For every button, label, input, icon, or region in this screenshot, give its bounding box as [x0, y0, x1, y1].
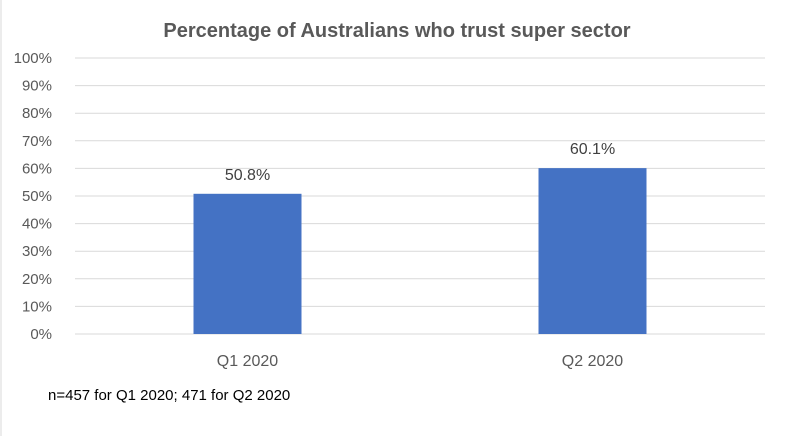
y-tick-label: 100% — [14, 50, 52, 67]
chart-background — [0, 0, 794, 436]
data-label: 60.1% — [570, 141, 615, 158]
y-tick-label: 20% — [22, 271, 52, 288]
y-tick-label: 60% — [22, 160, 52, 177]
y-tick-label: 90% — [22, 78, 52, 95]
y-tick-label: 10% — [22, 298, 52, 315]
sample-size-footnote: n=457 for Q1 2020; 471 for Q2 2020 — [48, 387, 290, 404]
y-tick-label: 0% — [30, 326, 52, 343]
chart-container: Percentage of Australians who trust supe… — [0, 0, 794, 436]
y-tick-label: 40% — [22, 216, 52, 233]
y-tick-label: 80% — [22, 105, 52, 122]
bar — [194, 194, 302, 334]
bar-chart: Percentage of Australians who trust supe… — [0, 0, 794, 436]
y-tick-label: 70% — [22, 133, 52, 150]
x-category-label: Q1 2020 — [217, 353, 278, 370]
data-label: 50.8% — [225, 167, 270, 184]
chart-title: Percentage of Australians who trust supe… — [163, 20, 630, 42]
y-tick-label: 30% — [22, 243, 52, 260]
y-tick-label: 50% — [22, 188, 52, 205]
bar — [539, 168, 647, 334]
x-category-label: Q2 2020 — [562, 353, 623, 370]
